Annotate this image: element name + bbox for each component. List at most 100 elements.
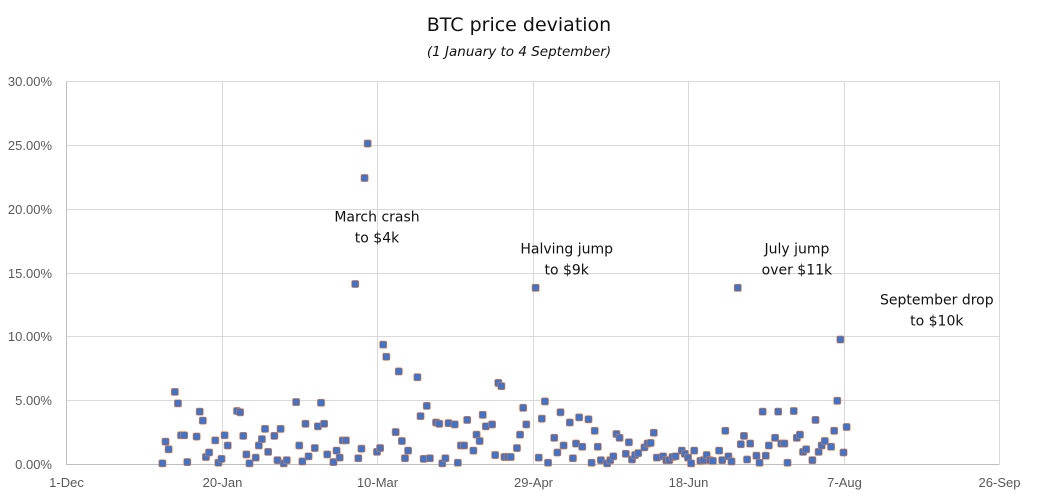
data-point (755, 458, 764, 467)
data-point (161, 437, 170, 446)
data-point (475, 437, 484, 445)
data-point (671, 452, 680, 461)
data-point (270, 432, 279, 440)
data-point (441, 454, 450, 463)
data-point (820, 437, 829, 445)
data-point (559, 441, 568, 450)
data-point (761, 451, 770, 460)
data-point (264, 447, 273, 456)
y-tick-label: 5.00% (15, 393, 52, 408)
data-point (780, 439, 789, 448)
data-point (220, 431, 229, 440)
y-axis-tick-labels: 0.00% 5.00% 10.00% 15.00% 20.00% 25.00% 30.00% (8, 74, 53, 472)
data-point (295, 441, 304, 450)
data-point (416, 412, 425, 421)
data-point (363, 139, 372, 148)
data-point (158, 459, 167, 468)
data-point (223, 441, 232, 450)
data-point (727, 457, 736, 466)
data-point (341, 436, 350, 445)
y-tick-label: 0.00% (15, 457, 52, 472)
data-point (298, 457, 307, 466)
data-point (435, 419, 444, 428)
data-point (376, 444, 385, 452)
data-point (590, 426, 599, 435)
data-point (360, 174, 369, 182)
data-point (491, 451, 500, 459)
data-point (842, 423, 851, 431)
data-point (721, 426, 730, 435)
data-point (796, 430, 804, 439)
data-point (354, 454, 363, 463)
data-point (836, 335, 845, 344)
data-point (258, 435, 266, 443)
data-point (170, 387, 179, 396)
data-point (541, 397, 549, 406)
data-point (304, 452, 313, 461)
data-point (351, 280, 360, 288)
x-tick-label: 10-Mar (357, 475, 399, 490)
data-point (833, 396, 842, 405)
data-point (317, 398, 325, 407)
data-point (565, 418, 574, 427)
data-point (236, 408, 245, 417)
data-point (282, 456, 291, 465)
data-point (205, 448, 213, 457)
data-point (217, 454, 226, 463)
data-point (453, 458, 462, 467)
y-tick-label: 10.00% (8, 329, 53, 344)
data-point (164, 445, 173, 454)
data-point (649, 428, 658, 437)
data-point (506, 453, 515, 461)
x-tick-label: 7-Aug (827, 475, 862, 490)
data-point (646, 439, 655, 447)
annotation-label: over $11k (762, 262, 833, 278)
data-point (550, 433, 559, 442)
data-point (531, 283, 540, 292)
data-point (516, 430, 524, 439)
data-point (391, 428, 400, 436)
data-point (537, 414, 546, 423)
annotation-label: March crash (334, 209, 419, 225)
data-point (422, 402, 431, 410)
data-point (261, 424, 269, 433)
data-point (569, 454, 577, 463)
data-point (687, 459, 696, 468)
data-point (715, 446, 723, 455)
data-point (740, 432, 748, 440)
annotations: March crash to $4k Halving jump to $9k July … (334, 209, 993, 329)
data-point (329, 458, 338, 466)
data-point (320, 419, 329, 428)
data-point (752, 451, 761, 460)
data-point (708, 456, 717, 465)
data-point (174, 399, 182, 408)
data-point (830, 426, 839, 435)
data-point (808, 456, 817, 465)
x-tick-label: 29-Apr (514, 475, 554, 490)
data-point (513, 444, 521, 452)
data-point (450, 420, 459, 429)
data-point (783, 458, 792, 467)
y-tick-label: 15.00% (8, 266, 53, 281)
data-point (621, 449, 630, 458)
data-point (401, 454, 409, 463)
data-point (584, 415, 593, 424)
data-point (198, 416, 207, 425)
data-point (733, 283, 742, 292)
chart-subtitle: (1 January to 4 September) (427, 44, 611, 60)
data-point (587, 458, 596, 467)
data-point (413, 373, 422, 382)
data-point (578, 442, 587, 451)
data-point (556, 408, 565, 417)
x-tick-label: 18-Jun (669, 475, 709, 490)
y-tick-label: 30.00% (8, 74, 53, 89)
data-point (625, 438, 633, 447)
data-point (478, 410, 487, 419)
data-point (575, 413, 584, 422)
data-point (789, 407, 798, 415)
x-tick-label: 26-Sep (979, 475, 1021, 490)
data-point (534, 453, 543, 462)
annotation-label: July jump (763, 241, 829, 257)
x-axis-tick-labels: 1-Dec 20-Jan 10-Mar 29-Apr 18-Jun 7-Aug 26-Sep (49, 475, 1020, 490)
